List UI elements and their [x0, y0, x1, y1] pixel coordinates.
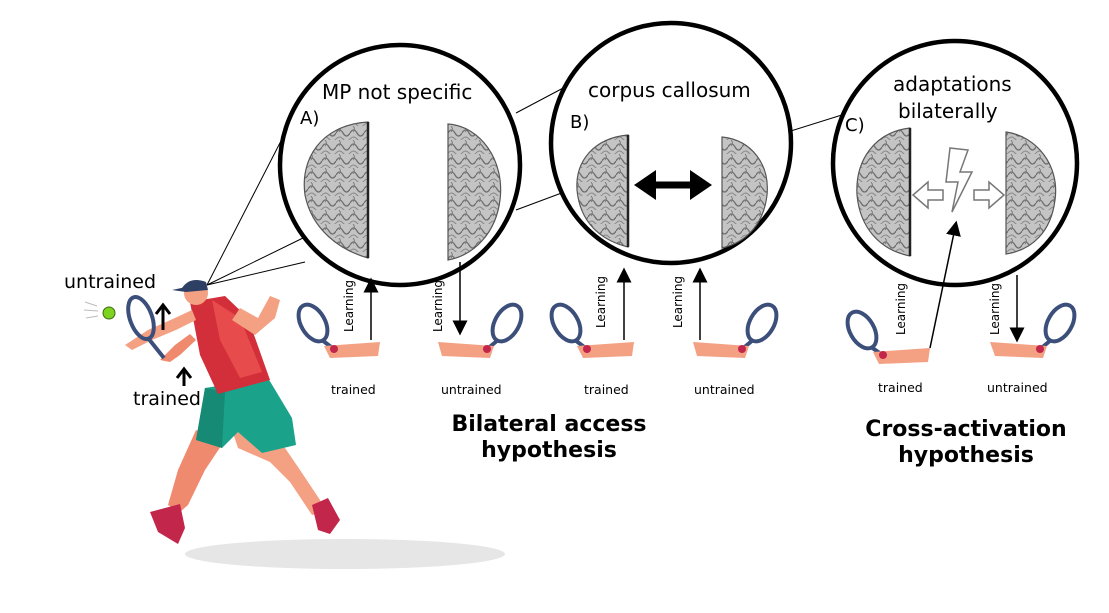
tennis-player: [83, 280, 340, 544]
brain-b-right: [721, 136, 768, 249]
brain-b-left: [576, 134, 630, 248]
panel-a-right-caption: untrained: [441, 382, 502, 397]
bilateral-access-line1: Bilateral access: [451, 412, 647, 437]
corpus-callosum-arrow: [634, 170, 712, 200]
panel-c-title-line2: bilaterally: [898, 99, 998, 123]
panel-b-title: corpus callosum: [588, 78, 751, 102]
zoom-lines: [206, 85, 846, 286]
panel-b-letter: B): [570, 112, 590, 133]
bilateral-access-heading: Bilateral access hypothesis: [442, 412, 656, 465]
panel-b-left-caption: trained: [584, 382, 629, 397]
panel-c-right-learning: Learning: [988, 282, 1003, 336]
brain-a-left: [303, 121, 370, 259]
panel-a-title: MP not specific: [322, 80, 473, 104]
panel-c-left-learning: Learning: [894, 282, 909, 336]
panel-c-right-caption: untrained: [987, 380, 1048, 395]
panel-b-right-learning: Learning: [671, 275, 686, 329]
cross-activation-symbol: [911, 147, 1006, 213]
brain-c-left: [856, 127, 912, 257]
panel-c-left-caption: trained: [878, 380, 923, 395]
panel-c-title-line1: adaptations: [893, 72, 1012, 96]
panel-a-letter: A): [300, 108, 320, 129]
cross-activation-heading: Cross-activation hypothesis: [855, 417, 1077, 470]
player-shadow: [185, 539, 505, 569]
panel-b-left-learning: Learning: [594, 275, 609, 329]
trained-arm-label: trained: [133, 388, 201, 410]
panel-b-right-caption: untrained: [694, 382, 755, 397]
cross-activation-line1: Cross-activation: [865, 417, 1067, 442]
panel-a-left-caption: trained: [331, 382, 376, 397]
untrained-arm-label: untrained: [64, 271, 157, 293]
brain-c-right: [1005, 131, 1057, 255]
cross-activation-line2: hypothesis: [898, 443, 1034, 469]
hands: [296, 302, 1077, 364]
bilateral-access-line2: hypothesis: [481, 438, 617, 464]
learning-arrows: [363, 220, 1025, 349]
panel-a-right-learning: Learning: [431, 279, 446, 333]
brain-a-right: [447, 123, 502, 261]
tennis-ball: [102, 306, 116, 320]
panel-a-left-learning: Learning: [342, 279, 357, 333]
panel-c-letter: C): [845, 115, 865, 136]
